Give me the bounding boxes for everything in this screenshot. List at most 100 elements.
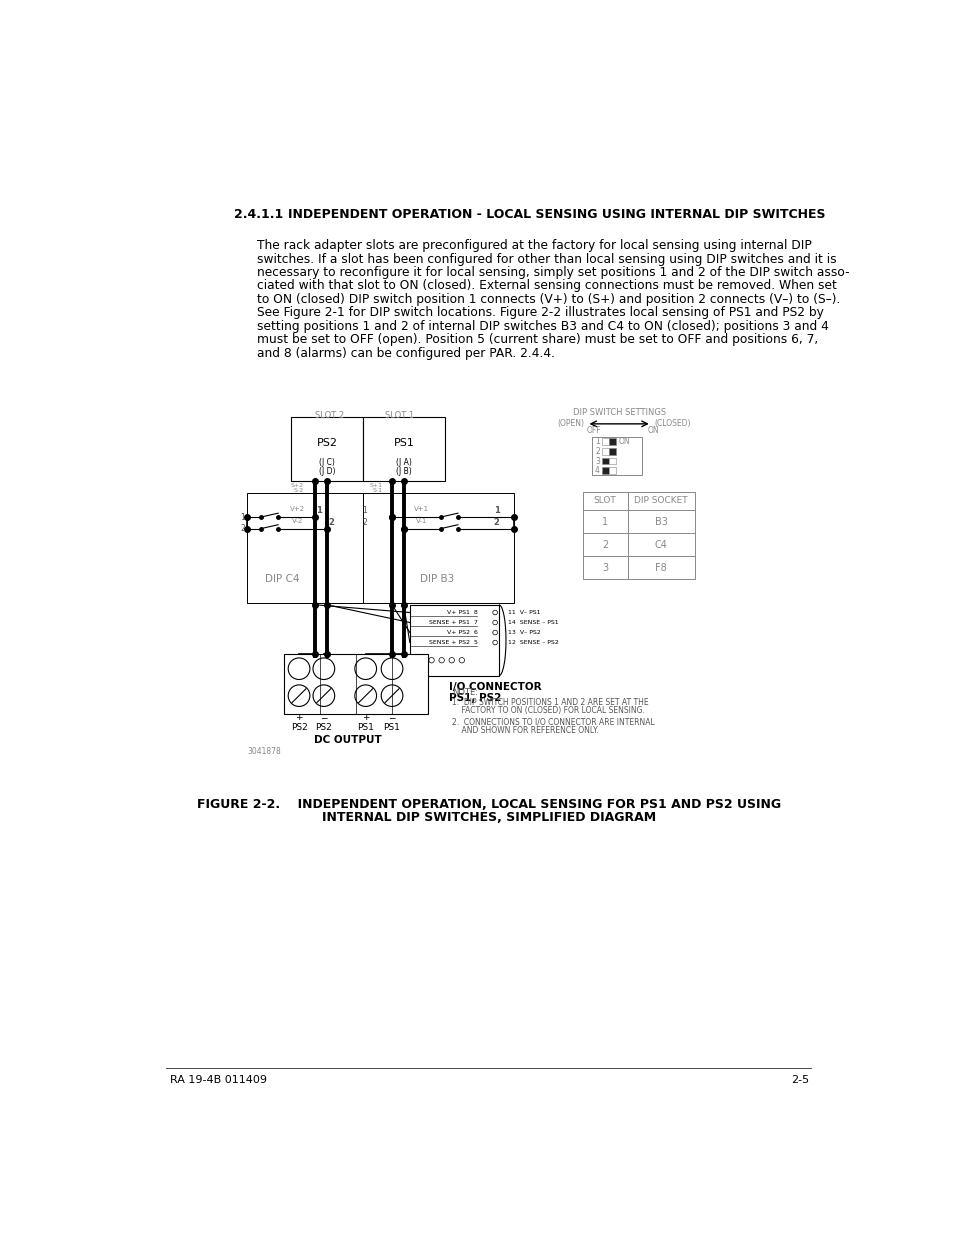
- Text: DIP C4: DIP C4: [265, 574, 299, 584]
- Circle shape: [449, 657, 454, 663]
- Text: ciated with that slot to ON (closed). External sensing connections must be remov: ciated with that slot to ON (closed). Ex…: [257, 279, 836, 293]
- Bar: [601, 458, 608, 464]
- Text: 2: 2: [240, 524, 245, 534]
- Text: 2: 2: [362, 517, 367, 527]
- Text: I/O CONNECTOR: I/O CONNECTOR: [448, 682, 540, 692]
- Text: (J A): (J A): [395, 458, 412, 467]
- Text: +: +: [361, 714, 369, 722]
- Text: switches. If a slot has been configured for other than local sensing using DIP s: switches. If a slot has been configured …: [257, 252, 836, 266]
- Bar: [291, 417, 363, 480]
- Text: SLOT 2: SLOT 2: [314, 411, 343, 420]
- Circle shape: [355, 685, 376, 706]
- Text: (OPEN): (OPEN): [557, 420, 583, 429]
- Text: NOTE:: NOTE:: [452, 688, 478, 697]
- Bar: [601, 448, 608, 454]
- Text: FIGURE 2-2.    INDEPENDENT OPERATION, LOCAL SENSING FOR PS1 AND PS2 USING: FIGURE 2-2. INDEPENDENT OPERATION, LOCAL…: [196, 798, 781, 810]
- Text: setting positions 1 and 2 of internal DIP switches B3 and C4 to ON (closed); pos: setting positions 1 and 2 of internal DI…: [257, 320, 828, 333]
- Bar: [410, 605, 498, 676]
- Text: to ON (closed) DIP switch position 1 connects (V+) to (S+) and position 2 connec: to ON (closed) DIP switch position 1 con…: [257, 293, 840, 306]
- Circle shape: [381, 685, 402, 706]
- Text: 1: 1: [601, 516, 608, 526]
- Text: SENSE + PS1  7: SENSE + PS1 7: [429, 620, 477, 625]
- Text: OFF: OFF: [586, 426, 600, 435]
- Text: V-1: V-1: [416, 517, 427, 524]
- Text: DIP SWITCH SETTINGS: DIP SWITCH SETTINGS: [572, 408, 665, 416]
- Text: PS1: PS1: [356, 722, 374, 732]
- Bar: [363, 493, 514, 603]
- Text: PS2: PS2: [316, 437, 337, 448]
- Text: 3041878: 3041878: [247, 747, 280, 756]
- Circle shape: [313, 685, 335, 706]
- Text: 2: 2: [328, 517, 334, 527]
- Text: PS1: PS1: [383, 722, 400, 732]
- Text: −: −: [388, 714, 395, 722]
- Bar: [601, 467, 608, 474]
- Text: C4: C4: [654, 540, 667, 550]
- Circle shape: [429, 657, 434, 663]
- Text: SLOT: SLOT: [593, 496, 616, 505]
- Text: 1: 1: [494, 506, 499, 515]
- Text: V+ PS1  8: V+ PS1 8: [447, 610, 477, 615]
- Bar: [601, 438, 608, 445]
- Text: 13  V– PS2: 13 V– PS2: [508, 630, 540, 635]
- Circle shape: [458, 657, 464, 663]
- Text: INDEPENDENT OPERATION - LOCAL SENSING USING INTERNAL DIP SWITCHES: INDEPENDENT OPERATION - LOCAL SENSING US…: [288, 209, 825, 221]
- Text: 2-5: 2-5: [790, 1074, 808, 1084]
- Text: V+ PS2  6: V+ PS2 6: [447, 630, 477, 635]
- Text: B3: B3: [654, 516, 667, 526]
- Text: must be set to OFF (open). Position 5 (current share) must be set to OFF and pos: must be set to OFF (open). Position 5 (c…: [257, 333, 818, 346]
- Text: S-2: S-2: [294, 488, 303, 493]
- Text: S+1: S+1: [370, 483, 382, 488]
- Circle shape: [493, 610, 497, 615]
- Bar: [592, 437, 641, 475]
- Bar: [608, 458, 616, 464]
- Text: (J D): (J D): [318, 467, 335, 477]
- Bar: [247, 493, 363, 603]
- Circle shape: [418, 657, 424, 663]
- Text: (J C): (J C): [318, 458, 335, 467]
- Text: and 8 (alarms) can be configured per PAR. 2.4.4.: and 8 (alarms) can be configured per PAR…: [257, 347, 555, 359]
- Text: 14  SENSE – PS1: 14 SENSE – PS1: [508, 620, 558, 625]
- Text: See Figure 2-1 for DIP switch locations. Figure 2-2 illustrates local sensing of: See Figure 2-1 for DIP switch locations.…: [257, 306, 823, 320]
- Text: DIP SOCKET: DIP SOCKET: [634, 496, 687, 505]
- Text: 1: 1: [316, 506, 322, 515]
- Text: 12  SENSE – PS2: 12 SENSE – PS2: [508, 640, 558, 645]
- Text: S+2: S+2: [291, 483, 303, 488]
- Circle shape: [355, 658, 376, 679]
- Text: 2: 2: [494, 517, 499, 527]
- Text: FACTORY TO ON (CLOSED) FOR LOCAL SENSING.: FACTORY TO ON (CLOSED) FOR LOCAL SENSING…: [452, 706, 644, 715]
- Text: 1: 1: [362, 506, 367, 515]
- Text: ON: ON: [647, 426, 659, 435]
- Text: 3: 3: [601, 563, 608, 573]
- Text: V+2: V+2: [290, 506, 305, 513]
- Text: The rack adapter slots are preconfigured at the factory for local sensing using : The rack adapter slots are preconfigured…: [257, 240, 811, 252]
- Text: 1: 1: [240, 513, 245, 521]
- Text: S-1: S-1: [373, 488, 382, 493]
- Text: 2: 2: [595, 447, 599, 456]
- Bar: [363, 417, 444, 480]
- Text: INTERNAL DIP SWITCHES, SIMPLIFIED DIAGRAM: INTERNAL DIP SWITCHES, SIMPLIFIED DIAGRA…: [321, 811, 656, 824]
- Text: PS1: PS1: [394, 437, 414, 448]
- Text: 2.4.1.1: 2.4.1.1: [233, 209, 283, 221]
- Text: V-2: V-2: [292, 517, 303, 524]
- Text: SENSE + PS2  5: SENSE + PS2 5: [429, 640, 477, 645]
- Bar: [608, 448, 616, 454]
- Circle shape: [493, 640, 497, 645]
- Text: (J B): (J B): [395, 467, 412, 477]
- Circle shape: [493, 630, 497, 635]
- Text: DIP B3: DIP B3: [419, 574, 454, 584]
- Text: F8: F8: [655, 563, 666, 573]
- Text: AND SHOWN FOR REFERENCE ONLY.: AND SHOWN FOR REFERENCE ONLY.: [452, 726, 598, 735]
- Circle shape: [313, 658, 335, 679]
- Text: 11  V– PS1: 11 V– PS1: [508, 610, 540, 615]
- Bar: [582, 492, 695, 579]
- Bar: [608, 467, 616, 474]
- Text: ON: ON: [618, 437, 629, 446]
- Text: −: −: [320, 714, 327, 722]
- Text: 2: 2: [601, 540, 608, 550]
- Circle shape: [438, 657, 444, 663]
- Text: V+1: V+1: [414, 506, 429, 513]
- Text: +: +: [295, 714, 302, 722]
- Text: PS2: PS2: [315, 722, 332, 732]
- Circle shape: [381, 658, 402, 679]
